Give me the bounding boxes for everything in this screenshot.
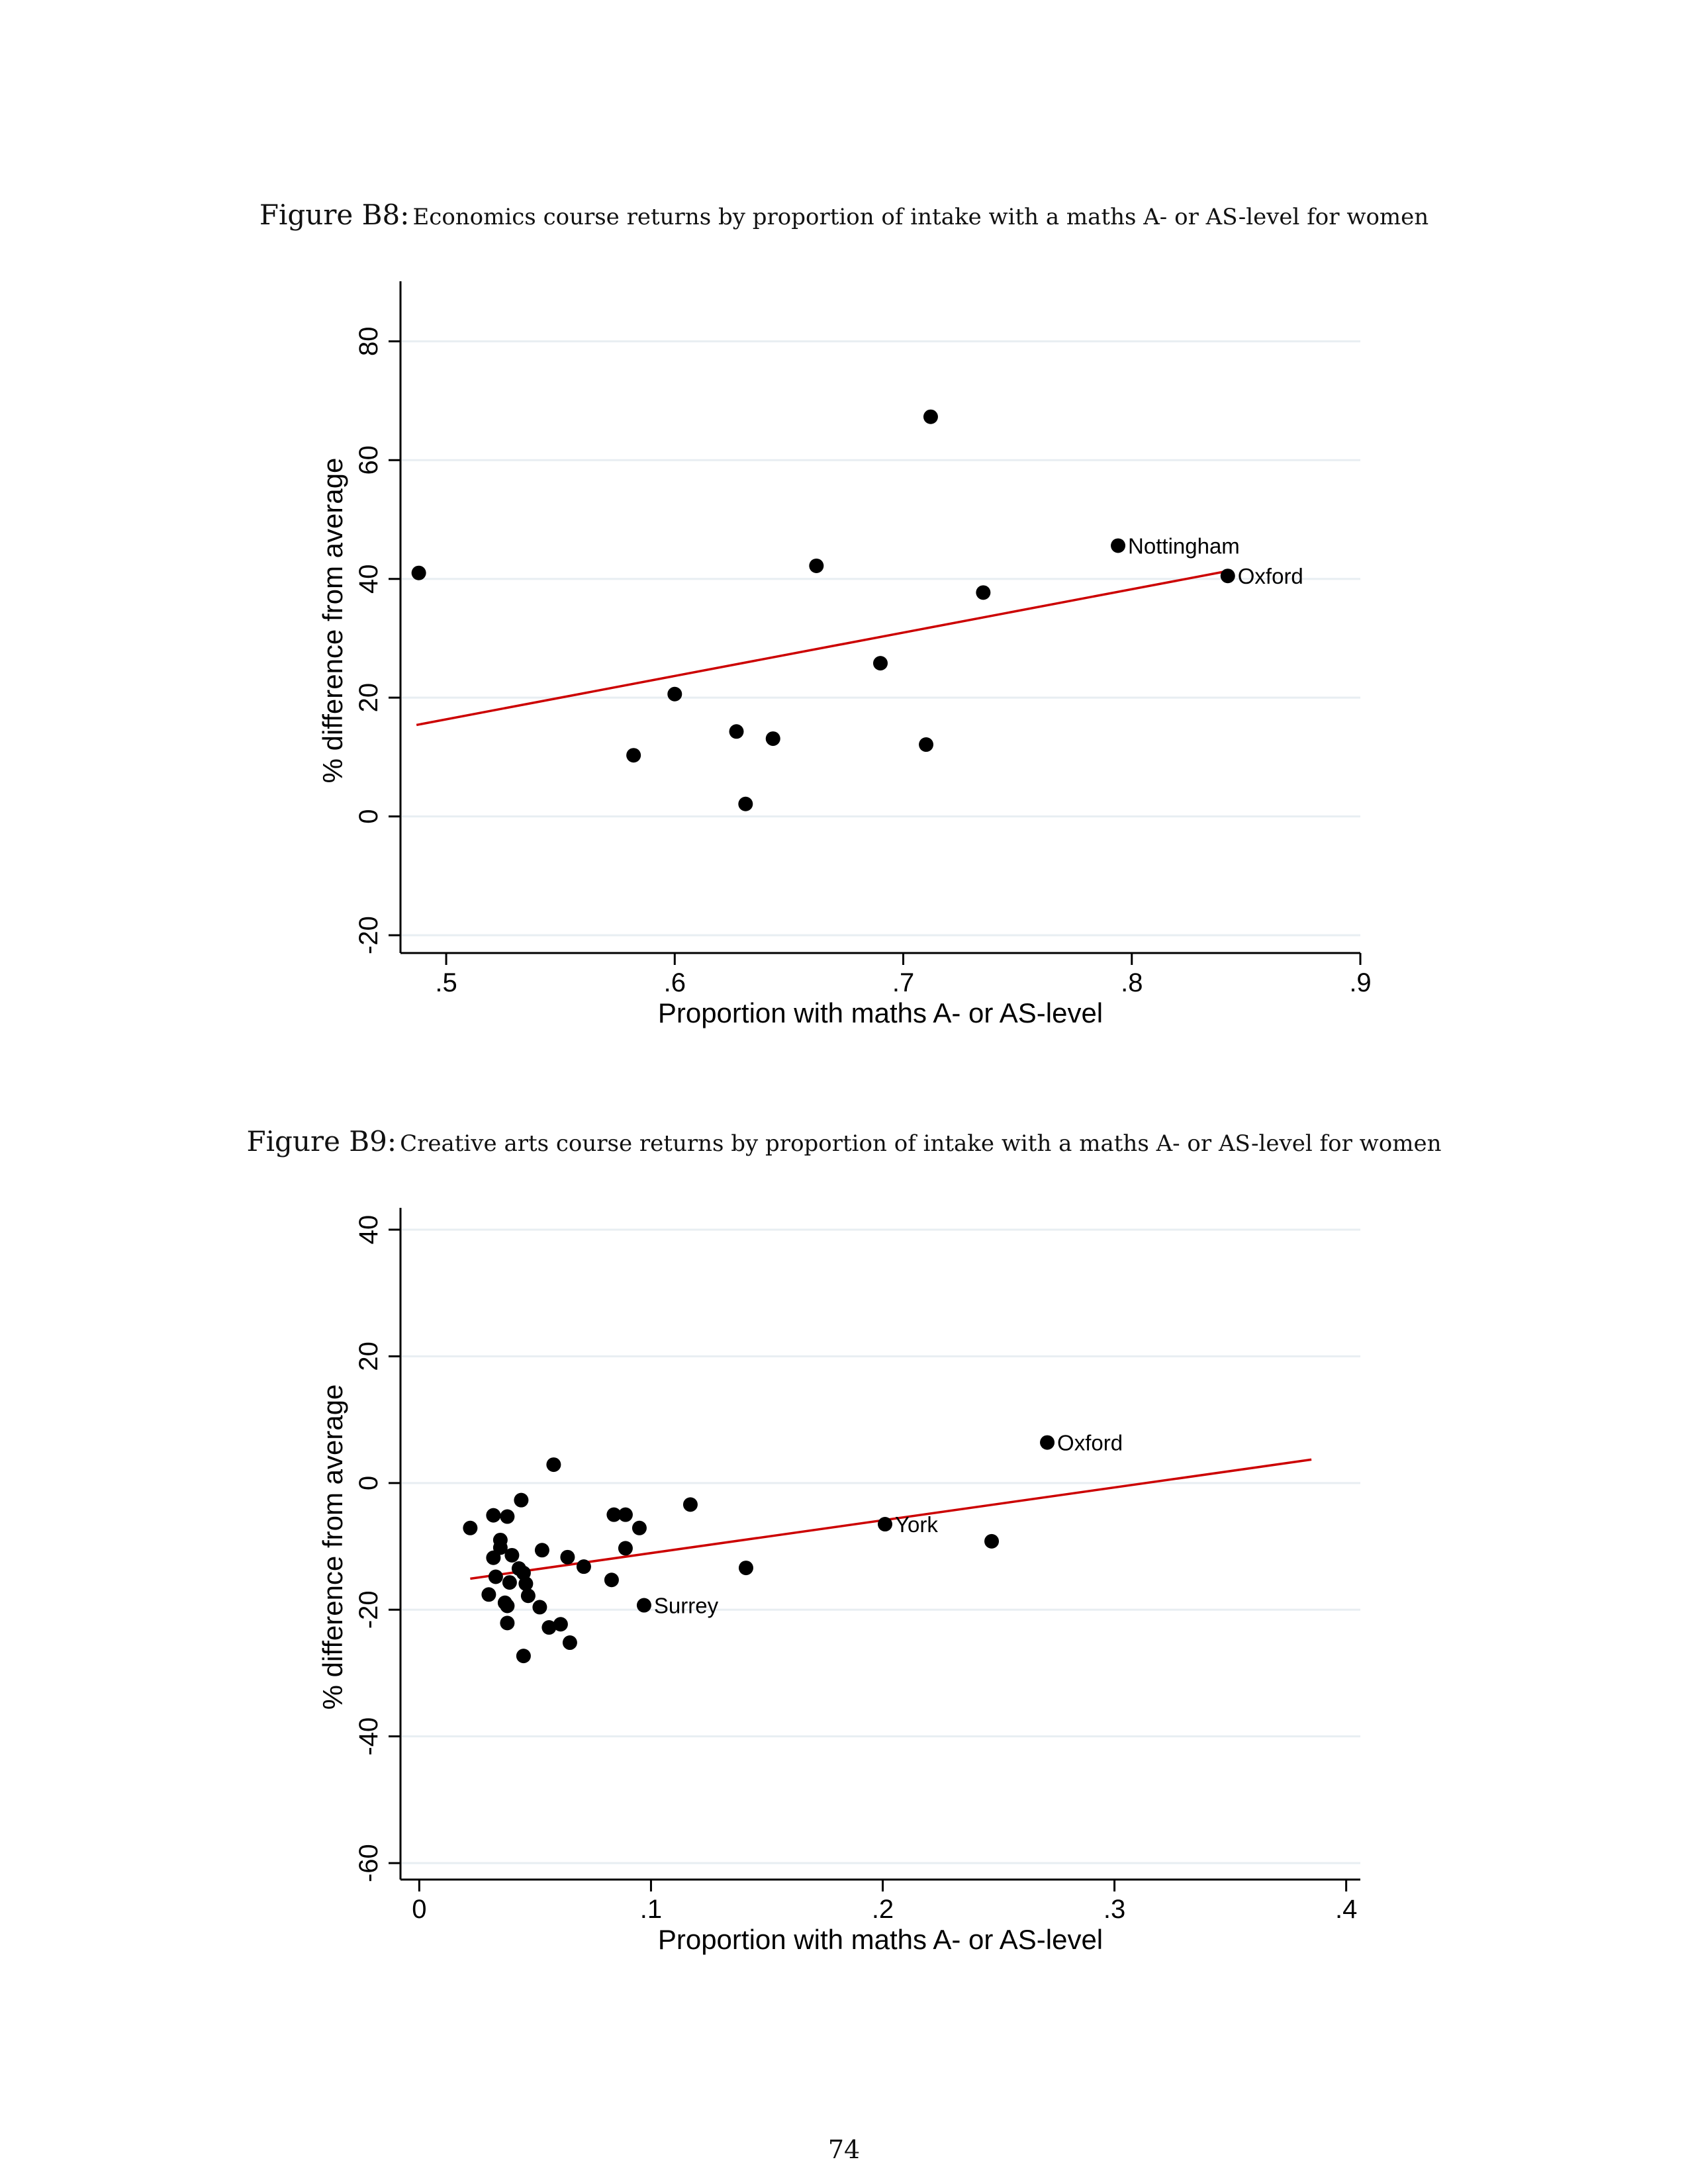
data-point — [486, 1508, 501, 1523]
data-point — [486, 1550, 501, 1565]
y-tick-label: 20 — [354, 1342, 383, 1371]
point-label: York — [895, 1512, 938, 1537]
x-tick-label: .8 — [1121, 968, 1143, 997]
fitted-line — [470, 1458, 1312, 1580]
x-axis-label: Proportion with maths A- or AS-level — [658, 1924, 1103, 1955]
data-point — [729, 724, 744, 739]
data-point — [516, 1649, 531, 1664]
y-tick-label: -20 — [354, 916, 383, 954]
data-point — [738, 1561, 753, 1576]
data-point — [606, 1507, 622, 1522]
fitted-line — [416, 569, 1231, 727]
x-tick-label: .6 — [664, 968, 686, 997]
y-tick-label: 80 — [354, 327, 383, 357]
y-axis-label: % difference from average — [317, 1385, 348, 1710]
data-point — [500, 1509, 515, 1524]
data-point — [738, 796, 753, 811]
x-tick-label: .2 — [872, 1895, 894, 1924]
x-tick-label: 0 — [412, 1895, 426, 1924]
data-point — [481, 1587, 496, 1602]
x-tick-label: .1 — [640, 1895, 662, 1924]
economics-scatter-chart: -20 0 20 40 60 80 .5 .6 .7 .8 .9 Proportion with ma… — [317, 281, 1372, 1028]
point-label: Surrey — [654, 1594, 719, 1618]
data-point — [1111, 538, 1126, 553]
data-point — [618, 1507, 633, 1522]
data-point — [984, 1533, 1000, 1549]
data-point — [411, 565, 426, 580]
data-point — [553, 1617, 568, 1632]
point-label: Nottingham — [1128, 533, 1240, 558]
data-point — [488, 1569, 503, 1584]
data-point — [919, 737, 934, 752]
figure-caption-text: Economics course returns by proportion o… — [412, 204, 1429, 230]
data-point — [541, 1620, 557, 1635]
data-point — [878, 1517, 893, 1532]
data-point — [520, 1588, 536, 1604]
data-point — [682, 1497, 698, 1512]
x-tick-label: .7 — [892, 968, 914, 997]
figure-caption-text: Creative arts course returns by proporti… — [400, 1130, 1442, 1157]
data-point — [604, 1572, 619, 1588]
point-label: Oxford — [1238, 564, 1303, 588]
data-point — [463, 1520, 478, 1535]
y-tick-label: -60 — [354, 1844, 383, 1882]
point-label: Oxford — [1057, 1431, 1123, 1455]
data-point — [514, 1492, 529, 1508]
data-point — [873, 656, 888, 671]
x-tick-label: .4 — [1335, 1895, 1357, 1924]
y-tick-label: 20 — [354, 683, 383, 713]
data-point — [532, 1600, 547, 1615]
data-point — [518, 1576, 534, 1592]
data-point — [632, 1520, 647, 1535]
page-number: 74 — [827, 2135, 861, 2164]
creative-arts-scatter-chart: -60 -40 -20 0 20 40 0 .1 .2 .3 .4 Proportion with m… — [317, 1208, 1360, 1955]
data-point — [809, 558, 824, 573]
data-point — [534, 1543, 549, 1558]
data-point — [667, 686, 682, 702]
x-tick-label: .9 — [1349, 968, 1371, 997]
y-tick-label: 40 — [354, 564, 383, 594]
data-point — [618, 1541, 633, 1556]
y-tick-label: -20 — [354, 1590, 383, 1629]
data-point — [1040, 1435, 1055, 1450]
data-point — [976, 585, 991, 600]
data-point — [636, 1598, 651, 1613]
y-tick-label: 60 — [354, 445, 383, 475]
data-point — [546, 1457, 561, 1473]
figure-b9-caption: Figure B9: Creative arts course returns … — [0, 1125, 1688, 1158]
x-tick-label: .3 — [1103, 1895, 1125, 1924]
y-axis-label: % difference from average — [317, 458, 348, 784]
figure-label: Figure B8: — [259, 199, 410, 231]
data-point — [492, 1540, 508, 1555]
data-point — [502, 1575, 517, 1590]
data-point — [560, 1549, 575, 1565]
data-point — [562, 1635, 577, 1651]
data-point — [500, 1615, 515, 1631]
data-point — [576, 1559, 591, 1574]
data-point — [626, 748, 641, 763]
data-point — [500, 1598, 515, 1614]
y-tick-label: 40 — [354, 1215, 383, 1245]
x-axis-label: Proportion with maths A- or AS-level — [658, 997, 1103, 1028]
data-point — [1220, 569, 1235, 584]
figure-b8-caption: Figure B8: Economics course returns by p… — [0, 199, 1688, 231]
data-point — [504, 1547, 520, 1563]
y-tick-label: -40 — [354, 1717, 383, 1756]
data-point — [923, 409, 938, 424]
y-tick-label: 0 — [354, 1476, 383, 1490]
data-point — [765, 731, 780, 747]
x-tick-label: .5 — [435, 968, 457, 997]
y-tick-label: 0 — [354, 809, 383, 823]
figure-label: Figure B9: — [246, 1125, 397, 1158]
